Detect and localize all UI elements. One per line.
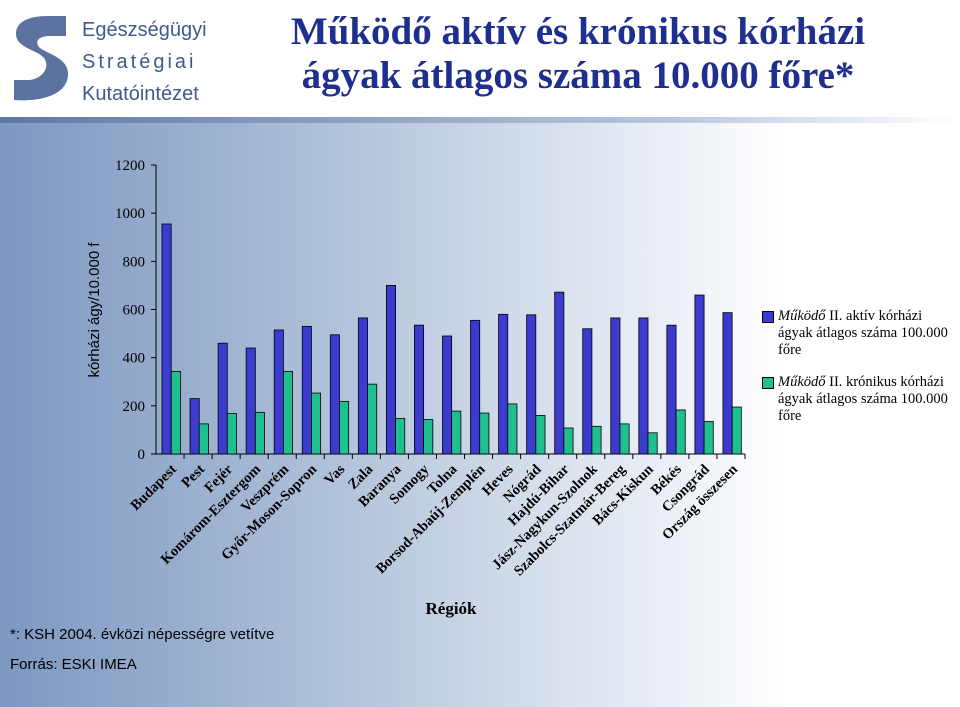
bar-kronikus [563,427,574,455]
bar-aktiv [470,319,481,455]
bar-aktiv [722,312,733,455]
eski-logo: Egészségügyi Stratégiai Kutatóintézet [14,16,207,105]
header-divider [0,117,960,123]
logo-s-mark-icon [14,16,68,101]
bar-kronikus [282,370,293,455]
bar-aktiv [498,313,509,455]
bar-kronikus [703,421,714,455]
bar-aktiv [666,324,677,455]
x-axis-label: Régiók [426,599,478,618]
bar-kronikus [395,417,406,455]
logo-line-2: Stratégiai [82,51,197,73]
bar-kronikus [198,423,209,455]
bar-kronikus [254,411,265,455]
bars [161,223,742,455]
bar-aktiv [301,325,312,455]
legend-label-kronikus-head: Működő [778,374,826,390]
y-tick-label: 400 [123,351,146,367]
bar-aktiv [582,328,593,455]
x-tick-label: Budapest [128,461,180,513]
title-line-2: ágyak átlagos száma 10.000 főre* [301,54,855,97]
axes: 0 200 400 600 800 1000 1200 [115,158,746,463]
bar-kronikus [170,370,181,455]
bar-kronikus [591,425,602,455]
source-note: Forrás: ESKI IMEA [10,656,137,673]
y-axis-label: kórházi ágy/10.000 f [86,242,103,378]
bar-kronikus [535,415,546,455]
legend-label-aktiv-rest: II. aktív kórházi ágyak átlagos száma 10… [778,308,948,358]
bar-aktiv [638,317,649,455]
bar-aktiv [357,317,368,455]
legend-item-aktiv: Működő II. aktív kórházi ágyak átlagos s… [762,308,958,359]
logo-line-1: Egészségügyi [82,19,207,41]
y-tick-label: 600 [123,303,146,319]
legend-item-kronikus: Működő II. krónikus kórházi ágyak átlago… [762,374,958,425]
bar-kronikus [451,410,462,455]
category-labels: BudapestPestFejérKomárom-EsztergomVeszpr… [128,461,741,579]
bar-aktiv [554,291,565,455]
bar-aktiv [694,294,705,455]
bar-aktiv [442,335,453,455]
bar-kronikus [731,406,742,455]
bar-aktiv [385,285,396,455]
bar-kronikus [619,423,630,455]
bar-aktiv [610,317,621,455]
bar-kronikus [479,412,490,455]
bar-aktiv [217,342,228,455]
bar-kronikus [226,413,237,455]
bar-aktiv [189,398,200,455]
y-tick-label: 1200 [115,158,145,174]
bar-aktiv [273,329,284,455]
header-band [0,0,960,122]
legend-swatch-kronikus [762,377,774,389]
y-tick-label: 1000 [115,206,145,222]
footnote: *: KSH 2004. évközi népességre vetítve [10,626,275,643]
legend-label-kronikus-rest: II. krónikus kórházi ágyak átlagos száma… [778,374,948,424]
bar-kronikus [311,392,322,455]
y-tick-label: 800 [123,254,146,270]
x-tick-label: Vas [321,461,348,488]
legend-swatch-aktiv [762,311,774,323]
bar-kronikus [647,432,658,455]
bar-aktiv [526,314,537,455]
page-title: Működő aktív és krónikus kórházi ágyak á… [218,10,938,98]
title-line-1: Működő aktív és krónikus kórházi [290,10,866,53]
bar-aktiv [414,324,425,455]
bar-kronikus [675,409,686,455]
logo-line-3: Kutatóintézet [82,83,199,105]
chart-legend: Működő II. aktív kórházi ágyak átlagos s… [762,308,958,440]
bar-kronikus [423,419,434,455]
bar-aktiv [245,347,256,455]
legend-label-aktiv-head: Működő [778,308,826,324]
y-tick-label: 200 [123,399,146,415]
bar-kronikus [507,403,518,455]
bar-aktiv [329,334,340,455]
bar-aktiv [161,223,172,455]
y-tick-label: 0 [138,447,146,463]
bar-kronikus [367,383,378,455]
bar-kronikus [339,401,350,455]
